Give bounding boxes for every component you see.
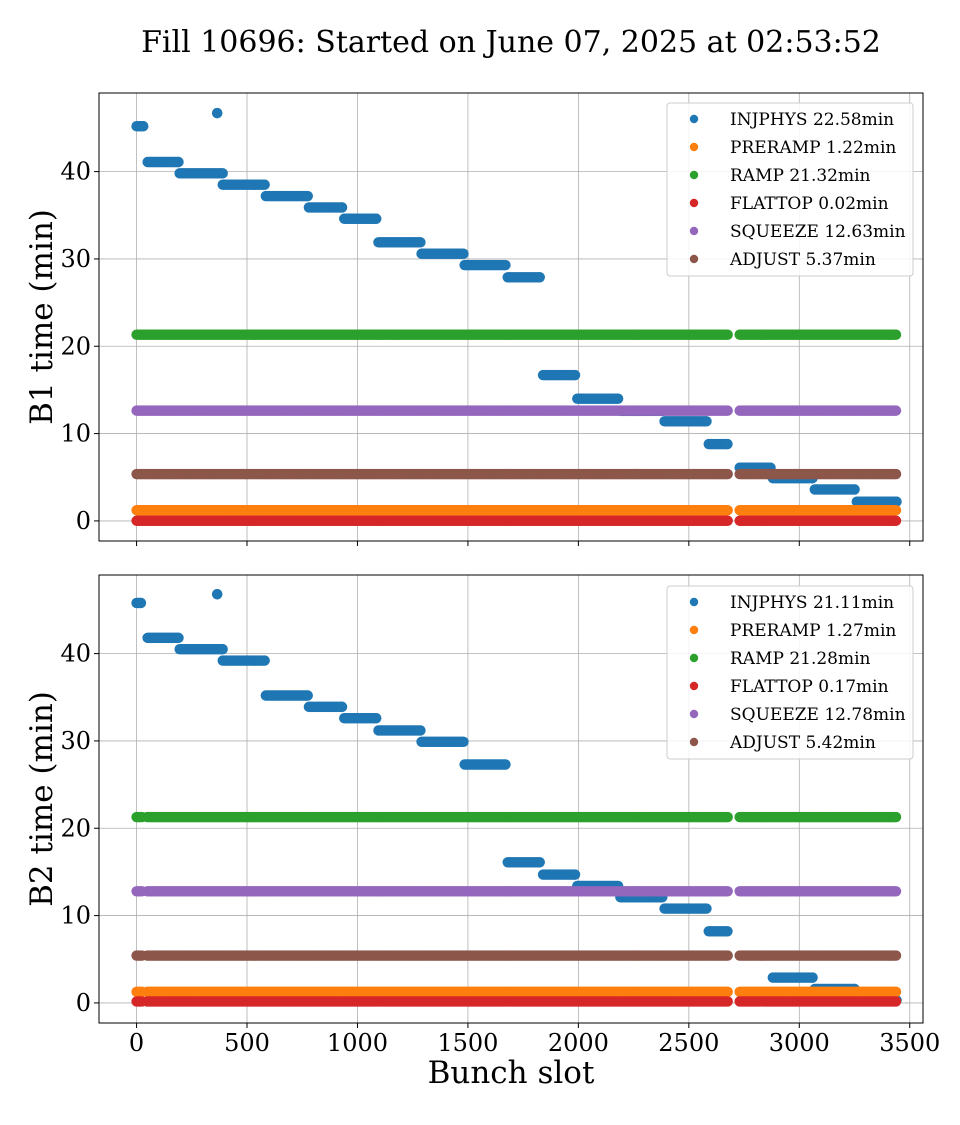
data-point — [891, 987, 901, 997]
legend-label: INJPHYS 22.58min — [730, 110, 894, 130]
legend-marker — [690, 199, 698, 207]
series-adjust — [131, 469, 901, 479]
data-point — [259, 180, 269, 190]
data-point — [722, 926, 732, 936]
data-point — [722, 439, 732, 449]
data-point — [891, 405, 901, 415]
y-axis-ticks: 0 10 20 30 40 — [60, 158, 99, 535]
series-ramp — [131, 812, 901, 822]
data-point — [535, 272, 545, 282]
data-point — [891, 469, 901, 479]
data-point — [458, 248, 468, 258]
data-point — [173, 633, 183, 643]
data-point — [570, 370, 580, 380]
data-point — [723, 330, 733, 340]
data-point — [723, 469, 733, 479]
y-tick-label: 30 — [60, 245, 91, 273]
figure-title: Fill 10696: Started on June 07, 2025 at … — [141, 25, 881, 60]
y-axis-label: B1 time (min) — [24, 209, 60, 425]
data-point — [570, 869, 580, 879]
data-point — [458, 737, 468, 747]
data-point — [173, 157, 183, 167]
data-point — [218, 644, 228, 654]
series-ramp — [131, 330, 901, 340]
legend-label: RAMP 21.32min — [730, 166, 871, 186]
data-point — [701, 416, 711, 426]
data-point — [723, 516, 733, 526]
legend-label: ADJUST 5.37min — [729, 250, 876, 270]
series-squeeze — [131, 405, 901, 415]
legend-marker — [690, 171, 698, 179]
data-point — [613, 393, 623, 403]
data-point — [415, 725, 425, 735]
y-tick-label: 20 — [60, 332, 91, 360]
series-preramp — [131, 505, 901, 515]
data-point — [891, 505, 901, 515]
legend: INJPHYS 22.58min PRERAMP 1.22min RAMP 21.3… — [667, 103, 913, 276]
data-point — [371, 214, 381, 224]
legend-label: FLATTOP 0.02min — [730, 194, 889, 214]
x-axis-ticks — [137, 541, 910, 546]
data-point — [701, 903, 711, 913]
data-point — [303, 690, 313, 700]
data-point — [723, 405, 733, 415]
data-point — [723, 987, 733, 997]
data-point — [218, 168, 228, 178]
legend-label: SQUEEZE 12.63min — [730, 222, 906, 242]
data-point — [415, 237, 425, 247]
legend-label: PRERAMP 1.22min — [730, 138, 896, 158]
data-point — [259, 655, 269, 665]
data-point — [849, 484, 859, 494]
data-point — [723, 505, 733, 515]
data-point — [500, 759, 510, 769]
y-tick-label: 0 — [76, 507, 91, 535]
y-tick-label: 40 — [60, 158, 91, 186]
data-point — [337, 202, 347, 212]
legend-marker — [690, 115, 698, 123]
data-point — [337, 702, 347, 712]
data-point — [212, 589, 222, 599]
data-point — [371, 713, 381, 723]
legend-marker — [690, 143, 698, 151]
data-point — [500, 260, 510, 270]
data-point — [212, 108, 222, 118]
data-point — [535, 857, 545, 867]
legend-marker — [690, 255, 698, 263]
data-point — [136, 598, 146, 608]
data-point — [303, 191, 313, 201]
data-point — [807, 972, 817, 982]
y-tick-label: 10 — [60, 420, 91, 448]
data-point — [891, 330, 901, 340]
data-point — [891, 516, 901, 526]
series-flattop — [131, 516, 901, 526]
series-preramp — [131, 987, 901, 997]
data-point — [138, 121, 148, 131]
legend-marker — [690, 227, 698, 235]
